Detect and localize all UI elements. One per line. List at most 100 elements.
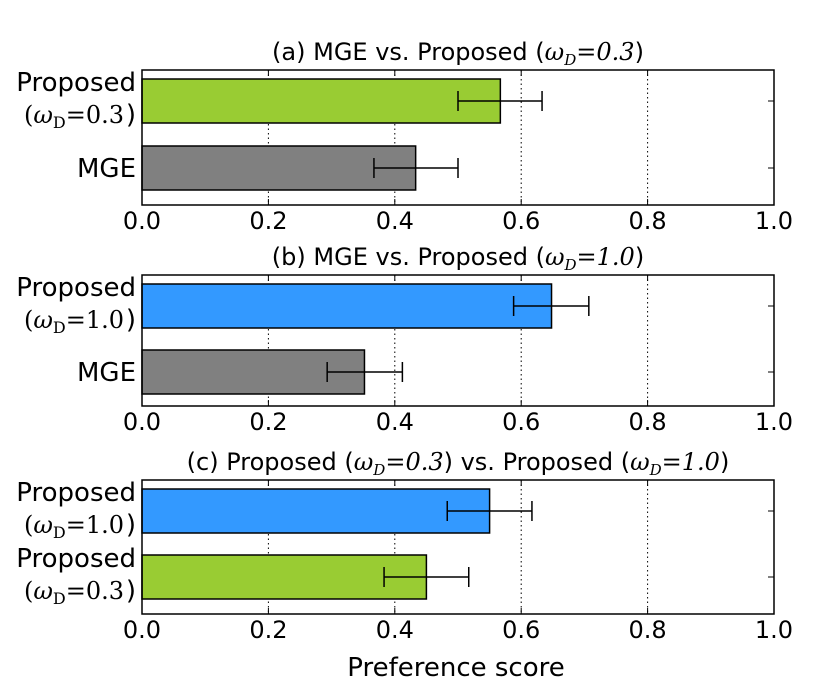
title-value: =0.3 — [385, 448, 443, 476]
param-value: =0.3 — [66, 577, 124, 605]
title-param: ω — [354, 448, 374, 476]
x-tick-label: 0.0 — [123, 207, 161, 235]
category-name: Proposed — [16, 544, 136, 574]
param-subscript: D — [53, 113, 66, 132]
x-tick-label: 0.8 — [629, 408, 667, 436]
title-suffix: ) — [720, 448, 729, 476]
x-tick-label: 0.0 — [123, 616, 161, 644]
title-subscript: D — [564, 256, 577, 274]
x-tick-text: 0.6 — [502, 408, 540, 436]
title-subscript-2: D — [649, 461, 662, 479]
x-tick-text: 0.0 — [123, 616, 161, 644]
x-tick-label: 1.0 — [755, 207, 793, 235]
category-label: Proposed — [16, 544, 136, 574]
x-tick-text: 0.4 — [376, 616, 414, 644]
category-param: (ωD=1.0 — [24, 306, 124, 337]
category-label: Proposed — [16, 273, 136, 303]
title-subscript: D — [563, 51, 576, 69]
title-suffix: ) — [635, 243, 644, 271]
param-symbol: ω — [33, 101, 53, 129]
x-tick-text: 1.0 — [755, 408, 793, 436]
param-value: =0.3 — [66, 101, 124, 129]
category-label: MGE — [77, 154, 136, 184]
x-tick-label: 0.2 — [249, 207, 287, 235]
chart-panel-c: Proposed(ωD=1.0)Proposed(ωD=0.3)0.0 0.2 0.… — [16, 448, 793, 644]
category-name: Proposed — [16, 273, 136, 303]
x-tick-text: 0.2 — [249, 207, 287, 235]
category-param: (ωD=1.0 — [24, 511, 124, 542]
x-tick-label: 0.2 — [249, 408, 287, 436]
category-name: MGE — [77, 154, 136, 184]
x-tick-text: 0.8 — [629, 207, 667, 235]
x-tick-label: 0.4 — [376, 408, 414, 436]
x-tick-label: 0.8 — [629, 616, 667, 644]
x-tick-text: 0.6 — [502, 207, 540, 235]
title-subscript: D — [372, 461, 385, 479]
x-tick-text: 1.0 — [755, 207, 793, 235]
x-tick-text: 0.6 — [502, 616, 540, 644]
title-param-2: ω — [630, 448, 650, 476]
param-symbol: ω — [33, 511, 53, 539]
param-subscript: D — [53, 589, 66, 608]
axis-frame — [141, 69, 775, 206]
title-param: ω — [545, 243, 565, 271]
x-tick-text: 0.2 — [249, 408, 287, 436]
x-tick-text: 0.2 — [249, 616, 287, 644]
title-mid: ) vs. Proposed ( — [444, 448, 630, 476]
x-tick-label: 0.2 — [249, 616, 287, 644]
param-value: =1.0 — [66, 511, 124, 539]
x-tick-label: 0.4 — [376, 207, 414, 235]
title-value-2: =1.0 — [662, 448, 720, 476]
param-symbol: ω — [33, 577, 53, 605]
category-name: MGE — [77, 358, 136, 388]
axis-frame — [141, 479, 775, 615]
category-paren: ) — [126, 576, 136, 606]
x-tick-label: 0.0 — [123, 408, 161, 436]
category-name: Proposed — [16, 478, 136, 508]
axis-frame — [141, 274, 775, 407]
chart-title: (c) Proposed (ωD=0.3) vs. Proposed (ωD=1… — [187, 448, 730, 479]
chart-panel-a: Proposed(ωD=0.3) MGE 0.0 0.2 0.4 0.6 0.8 1.0 (a)… — [16, 38, 793, 235]
title-suffix: ) — [635, 38, 644, 66]
x-tick-text: 0.0 — [123, 207, 161, 235]
title-prefix: (c) Proposed ( — [187, 448, 354, 476]
title-value: =1.0 — [577, 243, 635, 271]
x-tick-label: 0.4 — [376, 616, 414, 644]
category-label: MGE — [77, 358, 136, 388]
title-value: =0.3 — [576, 38, 634, 66]
x-tick-text: 0.8 — [629, 616, 667, 644]
category-name: Proposed — [16, 68, 136, 98]
param-symbol: ω — [33, 306, 53, 334]
x-tick-label: 0.6 — [502, 616, 540, 644]
category-paren: ) — [126, 510, 136, 540]
title-prefix: (a) MGE vs. Proposed ( — [272, 38, 545, 66]
chart-title: (b) MGE vs. Proposed (ωD=1.0) — [272, 243, 644, 274]
category-paren: ) — [126, 100, 136, 130]
category-label: Proposed — [16, 478, 136, 508]
title-param: ω — [545, 38, 565, 66]
bar — [141, 488, 491, 534]
x-tick-label: 1.0 — [755, 616, 793, 644]
x-tick-text: 1.0 — [755, 616, 793, 644]
x-axis-label-text: Preference score — [347, 653, 565, 683]
x-tick-label: 0.8 — [629, 207, 667, 235]
title-prefix: (b) MGE vs. Proposed ( — [272, 243, 545, 271]
x-tick-label: 1.0 — [755, 408, 793, 436]
x-tick-label: 0.6 — [502, 207, 540, 235]
param-subscript: D — [53, 523, 66, 542]
category-param: (ωD=0.3 — [24, 577, 124, 608]
x-tick-text: 0.8 — [629, 408, 667, 436]
x-tick-text: 0.0 — [123, 408, 161, 436]
chart-panel-b: Proposed(ωD=1.0) MGE 0.0 0.2 0.4 0.6 0.8 1.0 (b)… — [16, 243, 793, 436]
param-value: =1.0 — [66, 306, 124, 334]
category-paren: ) — [126, 305, 136, 335]
bar — [141, 283, 553, 329]
param-subscript: D — [53, 318, 66, 337]
x-tick-text: 0.4 — [376, 207, 414, 235]
x-axis-label: Preference score — [347, 653, 565, 683]
x-tick-label: 0.6 — [502, 408, 540, 436]
chart-title: (a) MGE vs. Proposed (ωD=0.3) — [272, 38, 644, 69]
x-tick-text: 0.4 — [376, 408, 414, 436]
category-label: Proposed — [16, 68, 136, 98]
